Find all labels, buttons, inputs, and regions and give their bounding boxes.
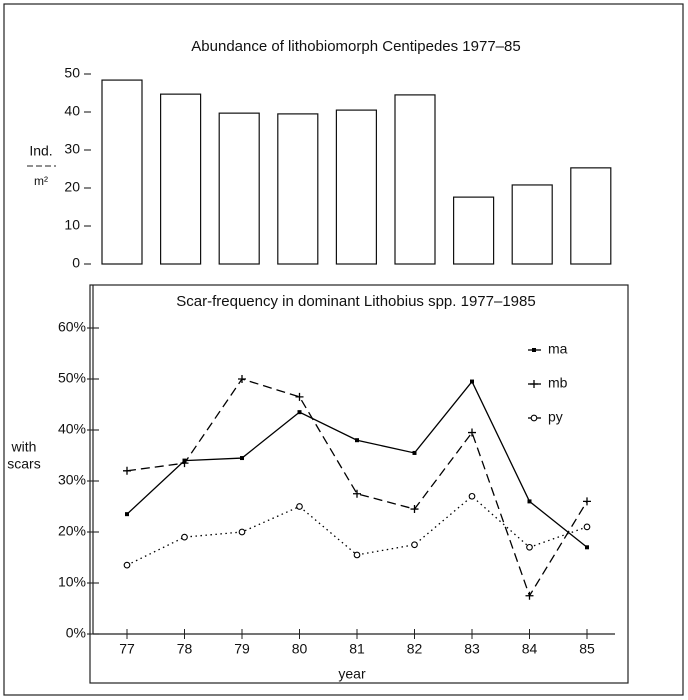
bar	[394, 94, 436, 265]
bar	[511, 184, 553, 265]
x-tick-label: 82	[407, 641, 423, 657]
outer-frame	[3, 3, 684, 696]
x-tick-label: 81	[349, 641, 365, 657]
bar	[335, 109, 377, 265]
marker	[526, 543, 533, 551]
marker	[583, 497, 591, 506]
marker	[468, 492, 476, 500]
y-tick-label: 60%	[58, 319, 86, 335]
x-tick-label: 79	[234, 641, 250, 657]
y-axis-label: m²	[34, 174, 48, 188]
y-tick-label: 50%	[58, 370, 86, 386]
x-tick-label: 83	[464, 641, 480, 657]
series-line	[126, 380, 588, 548]
marker	[240, 456, 244, 461]
chart-title: Abundance of lithobiomorph Centipedes 19…	[191, 38, 520, 55]
bar	[218, 112, 260, 265]
marker	[238, 528, 246, 536]
x-tick-label: 80	[292, 641, 308, 657]
marker	[238, 375, 246, 383]
y-axis-label: with	[11, 439, 37, 455]
x-tick-label: 84	[522, 641, 538, 657]
y-tick-label: 30%	[58, 472, 86, 488]
x-tick-label: 77	[119, 641, 135, 657]
bar	[277, 113, 319, 265]
marker	[530, 414, 538, 422]
y-tick-label: 0%	[66, 625, 86, 641]
y-tick-label: 20	[64, 179, 80, 195]
bar	[101, 79, 143, 265]
marker	[353, 551, 361, 559]
series-line	[126, 378, 588, 598]
marker	[585, 545, 589, 550]
marker	[530, 380, 538, 388]
marker	[355, 438, 359, 443]
y-tick-label: 20%	[58, 523, 86, 539]
marker	[180, 459, 189, 468]
y-tick-label: 10%	[58, 574, 86, 590]
legend-label: mb	[548, 375, 568, 391]
marker	[125, 512, 129, 517]
legend-label: py	[548, 409, 563, 425]
marker	[123, 561, 131, 569]
marker	[411, 541, 418, 549]
y-tick-label: 0	[72, 255, 80, 271]
y-tick-label: 30	[64, 141, 80, 157]
x-tick-label: 85	[579, 641, 595, 657]
bar	[453, 196, 495, 265]
legend-label: ma	[548, 341, 568, 357]
marker	[297, 410, 302, 415]
marker	[470, 379, 474, 384]
marker	[532, 348, 536, 352]
chart-title: Scar-frequency in dominant Lithobius spp…	[176, 293, 535, 310]
marker	[296, 503, 303, 510]
marker	[527, 499, 532, 504]
bar	[160, 93, 202, 265]
bar	[570, 167, 612, 265]
x-axis-label: year	[338, 666, 366, 682]
y-tick-label: 10	[64, 217, 80, 233]
y-axis-label: scars	[7, 456, 40, 472]
y-tick-label: 40	[64, 103, 80, 119]
marker	[468, 428, 476, 437]
marker	[583, 523, 591, 531]
x-tick-label: 78	[177, 641, 193, 657]
marker	[412, 450, 417, 455]
lower-frame	[89, 284, 629, 684]
y-tick-label: 50	[64, 65, 80, 81]
marker	[123, 466, 131, 475]
marker	[525, 591, 534, 600]
marker	[410, 505, 419, 514]
y-axis-label: Ind.	[29, 143, 52, 159]
y-tick-label: 40%	[58, 421, 86, 437]
marker	[295, 392, 304, 401]
marker	[353, 489, 361, 498]
marker	[181, 533, 188, 541]
